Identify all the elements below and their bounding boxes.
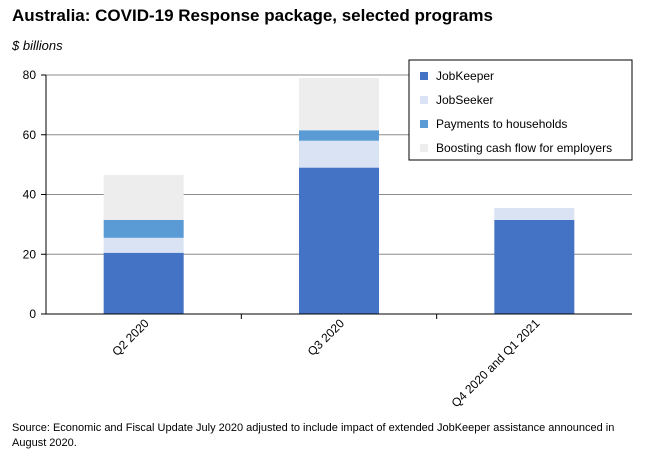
bar-payments-to-households-q3-2020 <box>299 130 379 141</box>
y-tick-label-60: 60 <box>23 128 37 142</box>
axes <box>41 74 632 319</box>
bar-jobseeker-q4-2020-and-q1-2021 <box>494 207 575 220</box>
legend-swatch-boosting-cash-flow-for-employers <box>420 144 428 152</box>
y-tick-label-40: 40 <box>23 188 37 202</box>
x-tick-label-q3-2020: Q3 2020 <box>305 316 348 359</box>
legend-swatch-jobseeker <box>420 96 428 104</box>
bar-jobseeker-q3-2020 <box>299 140 379 168</box>
bar-payments-to-households-q2-2020 <box>103 219 184 238</box>
legend-box <box>408 59 633 161</box>
y-tick-labels: 0 20 40 60 80 <box>23 68 37 321</box>
y-tick-label-0: 0 <box>29 307 36 321</box>
x-tick-labels: Q2 2020 Q3 2020 Q4 2020 and Q1 2021 <box>109 316 542 410</box>
source-note: Source: Economic and Fiscal Update July … <box>12 422 615 449</box>
bar-boosting-cash-flow-for-employers-q2-2020 <box>103 175 184 220</box>
legend-label-payments-to-households: Payments to households <box>436 117 567 131</box>
y-tick-label-20: 20 <box>23 247 37 261</box>
x-tick-label-q2-2020: Q2 2020 <box>109 316 152 359</box>
legend-swatch-payments-to-households <box>420 120 428 128</box>
legend: JobKeeper JobSeeker Payments to households… <box>408 59 633 161</box>
bar-jobkeeper-q2-2020 <box>103 252 184 314</box>
bar-boosting-cash-flow-for-employers-q3-2020 <box>299 77 379 131</box>
legend-label-jobseeker: JobSeeker <box>436 93 493 107</box>
chart-title: Australia: COVID-19 Response package, se… <box>12 6 493 25</box>
legend-label-jobkeeper: JobKeeper <box>436 69 494 83</box>
x-tick-label-q4-2020-and-q1-2021: Q4 2020 and Q1 2021 <box>449 316 543 410</box>
bar-jobkeeper-q4-2020-and-q1-2021 <box>494 219 575 314</box>
bar-jobseeker-q2-2020 <box>103 237 184 253</box>
bar-jobkeeper-q3-2020 <box>299 167 379 314</box>
legend-swatch-jobkeeper <box>420 72 428 80</box>
y-tick-label-80: 80 <box>23 68 37 82</box>
y-axis-units-label: $ billions <box>12 38 63 53</box>
legend-label-boosting-cash-flow-for-employers: Boosting cash flow for employers <box>436 141 612 155</box>
bars <box>103 77 575 314</box>
